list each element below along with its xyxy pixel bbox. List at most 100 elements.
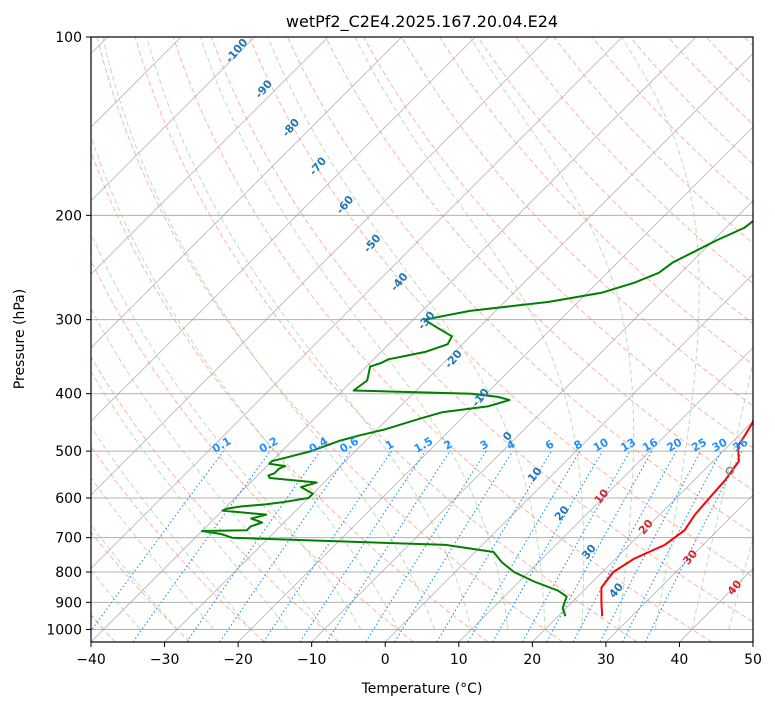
mixing-ratio-line	[394, 450, 514, 642]
isotherm-line	[164, 52, 753, 642]
dry-adiabat-label: -40	[388, 270, 411, 294]
dry-adiabat-line	[401, 37, 753, 407]
mixing-ratio-label: 0.4	[307, 434, 331, 455]
moist-adiabat-line	[469, 37, 635, 630]
x-tick-label: 30	[597, 652, 615, 668]
x-tick-label: −30	[150, 652, 180, 668]
mixing-ratio-line	[132, 450, 271, 642]
mixing-ratio-line	[326, 450, 451, 642]
isotherm-line	[91, 37, 550, 496]
x-tick-label: 0	[381, 652, 390, 668]
x-tick-label: −10	[297, 652, 327, 668]
plot-frame	[90, 36, 754, 643]
moist-adiabat-line	[691, 360, 753, 630]
dry-adiabat-line	[134, 37, 638, 642]
dry-adiabat-line	[477, 37, 753, 325]
dry-adiabat-line	[287, 37, 753, 534]
mixing-ratio-label: 6	[543, 437, 556, 452]
y-tick-label: 600	[55, 491, 82, 507]
mixing-ratio-label: 20	[665, 435, 685, 454]
y-tick-label: 700	[55, 531, 82, 547]
dry-adiabat-line	[91, 150, 489, 642]
moist-adiabat-line	[728, 536, 753, 630]
isotherm-line	[384, 273, 753, 642]
mixing-ratio-label: 16	[640, 435, 660, 454]
moist-adiabat-line	[91, 307, 325, 630]
dry-adiabat-line	[363, 37, 753, 449]
background-lines	[91, 37, 753, 642]
isotherm-line	[458, 347, 753, 642]
moist-adiabat-line	[91, 134, 399, 630]
mixing-ratio-label: 2	[442, 438, 455, 453]
dry-adiabat-line	[325, 37, 753, 491]
isotherm-line	[91, 37, 255, 202]
x-tick-label: −40	[76, 652, 106, 668]
mixing-ratio-label: 0.6	[338, 434, 362, 455]
dewpoint-line	[201, 219, 753, 617]
dry-adiabat-label: 20	[552, 503, 572, 523]
mixing-ratio-line	[436, 450, 552, 642]
y-tick-label: 400	[55, 387, 82, 403]
x-tick-label: 20	[523, 652, 541, 668]
dry-adiabat-label: 30	[579, 542, 599, 562]
y-tick-label: 800	[55, 565, 82, 581]
isotherm-line	[752, 641, 753, 642]
plot-area: 0.1 0.2 0.4 0.6 1 1.5 2 3 4 6 8 10 13 16 20 25 30 36-100-…	[91, 37, 753, 642]
moist-adiabat-label: 10	[592, 486, 612, 506]
mixing-ratio-line	[599, 450, 702, 642]
mixing-ratio-line	[186, 450, 321, 642]
dry-adiabat-label: -30	[415, 309, 438, 333]
dry-adiabat-label: -70	[307, 154, 330, 178]
dry-adiabat-label: -90	[252, 77, 275, 101]
mixing-ratio-label: 36	[730, 435, 750, 454]
dry-adiabat-line	[705, 37, 753, 86]
dry-adiabat-line	[172, 37, 713, 642]
dry-adiabat-line	[91, 259, 414, 642]
moist-adiabat-line	[621, 37, 700, 630]
mixing-ratio-line	[492, 450, 604, 642]
isotherm-line	[91, 37, 623, 570]
dry-adiabat-line	[667, 37, 753, 126]
moist-adiabat-label: 20	[636, 517, 656, 537]
dry-adiabat-label: -80	[279, 116, 302, 140]
dry-adiabat-line	[96, 37, 563, 642]
mixing-ratio-label: 25	[689, 436, 709, 455]
mixing-ratio-label: 10	[591, 435, 611, 454]
isotherm-line	[605, 494, 753, 642]
moist-adiabat-line	[91, 476, 215, 630]
mixing-ratio-line	[622, 450, 722, 642]
mixing-ratio-line	[546, 450, 653, 642]
moist-adiabat-line	[91, 426, 252, 630]
y-tick-label: 300	[55, 313, 82, 329]
dry-adiabat-label: 10	[525, 464, 545, 484]
y-axis-title: Pressure (hPa)	[12, 289, 28, 389]
y-tick-label: 500	[55, 444, 82, 460]
dry-adiabat-line	[515, 37, 753, 284]
mixing-ratio-label: 1	[383, 438, 396, 453]
profile-lines	[201, 219, 753, 617]
mixing-ratio-label: 0.1	[210, 435, 233, 456]
x-tick-label: 50	[744, 652, 762, 668]
isotherm-line	[91, 37, 403, 349]
moist-adiabat-line	[146, 37, 472, 630]
dry-adiabat-line	[210, 37, 753, 623]
mixing-ratio-line	[365, 450, 487, 642]
isotherm-line	[91, 37, 329, 275]
chart-title: wetPf2_C2E4.2025.167.20.04.E24	[286, 12, 558, 32]
mixing-ratio-line	[467, 450, 581, 642]
isotherm-line	[532, 420, 753, 642]
dry-adiabat-line	[91, 356, 340, 642]
mixing-ratio-line	[572, 450, 677, 642]
moist-adiabat-line	[91, 232, 362, 630]
mixing-ratio-line	[522, 450, 631, 642]
mixing-ratio-label: 1.5	[412, 435, 435, 456]
isotherm-line	[311, 200, 753, 642]
dry-adiabat-line	[591, 37, 753, 204]
dry-adiabat-label: -20	[442, 347, 465, 371]
x-tick-label: 10	[450, 652, 468, 668]
isotherm-line	[91, 37, 476, 422]
moist-adiabat-line	[91, 370, 288, 630]
y-tick-label: 200	[55, 208, 82, 224]
parcel-marker	[725, 466, 735, 476]
